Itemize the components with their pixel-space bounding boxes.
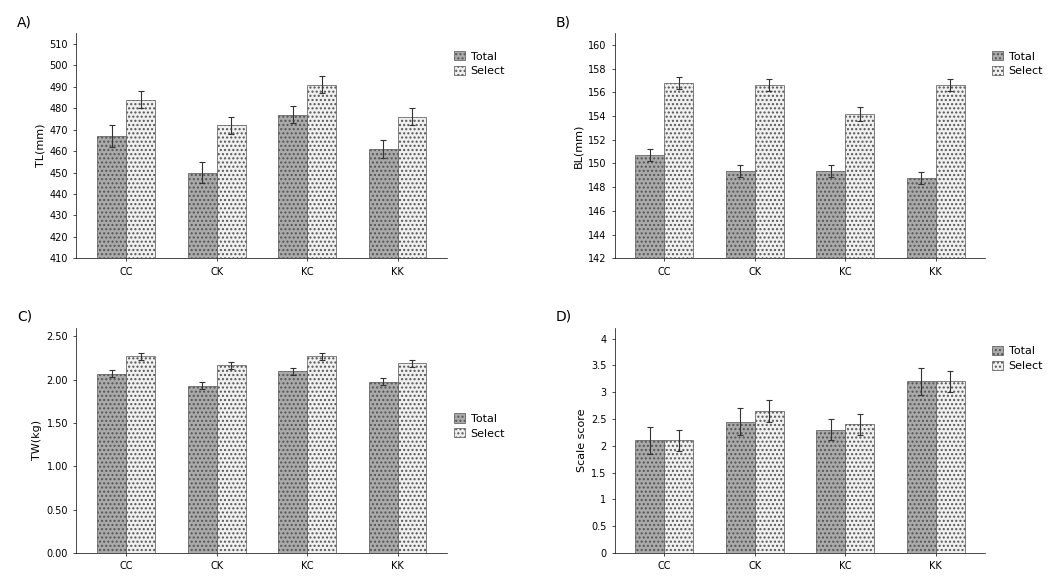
Bar — [936, 382, 964, 553]
Y-axis label: TW(kg): TW(kg) — [32, 420, 42, 460]
Bar — [726, 171, 754, 258]
Bar — [278, 371, 307, 553]
Text: D): D) — [555, 310, 572, 324]
Legend: Total, Select: Total, Select — [991, 345, 1044, 372]
Text: C): C) — [17, 310, 32, 324]
Bar — [307, 85, 336, 258]
Bar — [816, 430, 846, 553]
Bar — [754, 411, 784, 553]
Bar — [664, 440, 693, 553]
Legend: Total, Select: Total, Select — [991, 50, 1044, 78]
Bar — [398, 363, 427, 553]
Bar — [636, 440, 664, 553]
Bar — [398, 117, 427, 258]
Bar — [278, 115, 307, 258]
Bar — [907, 178, 936, 258]
Bar — [636, 155, 664, 258]
Bar — [216, 365, 245, 553]
Bar — [98, 374, 126, 553]
Text: A): A) — [17, 15, 32, 29]
Bar — [126, 99, 155, 258]
Bar — [307, 356, 336, 553]
Bar — [754, 85, 784, 258]
Bar — [188, 172, 216, 258]
Text: B): B) — [555, 15, 570, 29]
Y-axis label: Scale score: Scale score — [576, 409, 587, 472]
Bar — [846, 113, 874, 258]
Bar — [98, 136, 126, 258]
Bar — [816, 171, 846, 258]
Legend: Total, Select: Total, Select — [453, 50, 506, 78]
Bar — [368, 382, 398, 553]
Bar — [216, 125, 245, 258]
Y-axis label: BL(mm): BL(mm) — [574, 123, 584, 168]
Bar — [126, 356, 155, 553]
Bar — [368, 149, 398, 258]
Legend: Total, Select: Total, Select — [453, 412, 506, 440]
Bar — [664, 83, 693, 258]
Bar — [726, 422, 754, 553]
Bar — [936, 85, 964, 258]
Bar — [907, 382, 936, 553]
Y-axis label: TL(mm): TL(mm) — [35, 124, 46, 168]
Bar — [188, 386, 216, 553]
Bar — [846, 425, 874, 553]
